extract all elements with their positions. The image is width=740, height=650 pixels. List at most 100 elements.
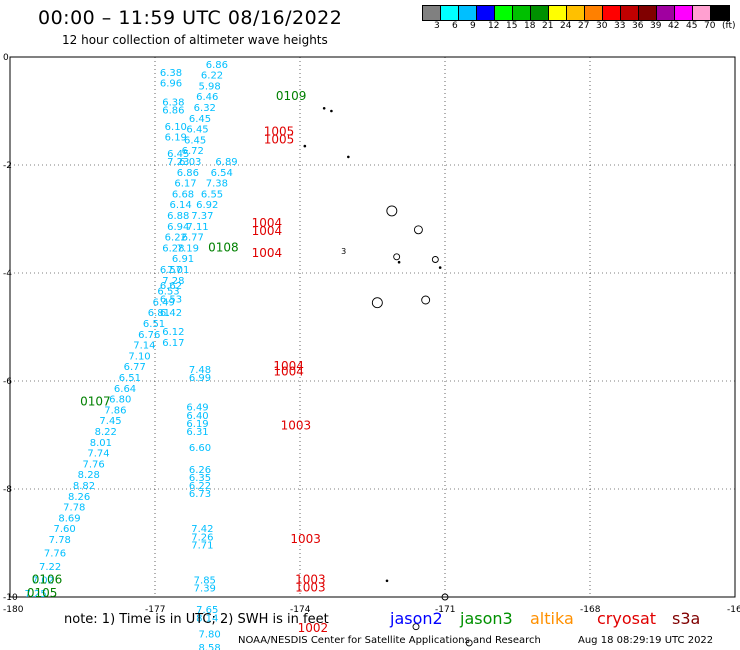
legend-swatch <box>657 6 675 20</box>
island-outline <box>431 256 439 263</box>
swh-label: 6.38 <box>160 68 182 79</box>
pass-time-label: 0109 <box>276 89 307 103</box>
swh-label: 6.46 <box>196 92 218 103</box>
island-outline <box>412 623 420 631</box>
swh-label: 7.85 <box>194 576 216 587</box>
legend-label: 18 <box>524 21 536 31</box>
footer-credit: NOAA/NESDIS Center for Satellite Applica… <box>238 635 541 646</box>
swh-label: 6.31 <box>186 427 208 438</box>
satellite-name: s3a <box>672 609 701 628</box>
pass-time-label: 1003 <box>290 532 321 546</box>
swh-label: 8.01 <box>90 438 112 449</box>
swh-label: 6.49 <box>186 403 208 414</box>
legend-label: 6 <box>452 21 458 31</box>
pass-time-label: 1004 <box>252 216 283 230</box>
swh-label: 7.11 <box>186 222 208 233</box>
swh-label: 6.45 <box>184 135 206 146</box>
swh-label: 6.76 <box>138 330 160 341</box>
pass-time-label: 0106 <box>32 573 63 587</box>
swh-label: 6.92 <box>196 200 218 211</box>
y-tick-label: -6 <box>3 377 12 387</box>
swh-label: 8.28 <box>78 470 100 481</box>
swh-label: 7.45 <box>99 416 121 427</box>
legend-label: 12 <box>488 21 500 31</box>
footer-timestamp: Aug 18 08:29:19 UTC 2022 <box>578 635 714 646</box>
legend-swatch <box>459 6 477 20</box>
swh-label: 6.73 <box>189 489 211 500</box>
map-title: 00:00 – 11:59 UTC 08/16/2022 <box>38 7 343 29</box>
swh-label: 7.26 <box>191 532 213 543</box>
pass-time-label: 1003 <box>295 581 326 595</box>
pass-time-label: 1004 <box>273 365 304 379</box>
swh-label: 6.45 <box>167 149 189 160</box>
swh-label: 7.22 <box>39 562 61 573</box>
swh-label: 6.53 <box>160 295 182 306</box>
swh-label: 7.37 <box>191 211 213 222</box>
swh-label: 6.10 <box>165 122 187 133</box>
legend-swatch <box>711 6 729 20</box>
swh-label: 8.69 <box>58 513 80 524</box>
swh-label: 6.60 <box>189 443 211 454</box>
swh-label: 6.62 <box>160 281 182 292</box>
pass-time-label: 1004 <box>273 359 304 373</box>
swh-label: 8.26 <box>68 492 90 503</box>
x-tick-label: -177 <box>145 605 165 615</box>
x-tick-label: -180 <box>3 605 24 615</box>
satellite-name: cryosat <box>597 609 657 628</box>
legend-swatch <box>585 6 603 20</box>
swh-label: 6.81 <box>148 308 170 319</box>
pass-time-label: 1003 <box>295 573 326 587</box>
legend-swatch <box>423 6 441 20</box>
legend-swatch <box>531 6 549 20</box>
island-outline <box>441 593 449 601</box>
swh-label: 8.22 <box>95 427 117 438</box>
pass-time-label: 1005 <box>264 124 295 138</box>
swh-label: 6.51 <box>119 373 141 384</box>
swh-label: 6.88 <box>167 211 189 222</box>
swh-label: 6.35 <box>189 473 211 484</box>
swh-label: 7.01 <box>167 265 189 276</box>
swh-label: 7.65 <box>196 605 218 616</box>
swh-label: 7.02 <box>32 576 54 587</box>
pass-time-label: 0108 <box>208 240 239 254</box>
swh-label: 6.17 <box>162 338 184 349</box>
island-outline <box>421 295 431 305</box>
swh-label: 6.22 <box>189 481 211 492</box>
swh-label: 8.14 <box>196 613 218 624</box>
swh-label: 7.42 <box>191 524 213 535</box>
island-dot <box>347 155 350 159</box>
swh-label: 6.19 <box>165 133 187 144</box>
y-tick-label: -2 <box>3 161 12 171</box>
pass-time-label: 1004 <box>252 224 283 238</box>
swh-label: 7.28 <box>162 276 184 287</box>
island-outline <box>393 253 401 261</box>
swh-label: 6.80 <box>109 395 131 406</box>
swh-label: 7.19 <box>177 243 199 254</box>
legend-label: (ft) <box>722 21 736 31</box>
swh-label: 6.28 <box>162 243 184 254</box>
swh-label: 5.98 <box>199 81 221 92</box>
swh-label: 6.19 <box>186 419 208 430</box>
swh-label: 6.94 <box>167 222 189 233</box>
legend-swatch <box>477 6 495 20</box>
island-dot <box>438 266 442 269</box>
swh-label: 6.91 <box>172 254 194 265</box>
swh-label: 6.03 <box>179 157 201 168</box>
satellite-name: jason2 <box>390 609 443 628</box>
legend-label: 70 <box>704 21 716 31</box>
swh-label: 7.10 <box>128 351 150 362</box>
legend-swatch <box>495 6 513 20</box>
swh-label: 7.86 <box>104 405 126 416</box>
swh-label: 6.86 <box>177 168 199 179</box>
swh-label: 6.26 <box>189 465 211 476</box>
legend-swatch <box>549 6 567 20</box>
swh-label: 6.38 <box>162 98 184 109</box>
x-tick-label: -168 <box>580 605 601 615</box>
y-tick-label: -8 <box>3 485 12 495</box>
satellite-name: jason3 <box>460 609 513 628</box>
swh-label: 7.38 <box>206 179 228 190</box>
legend-swatch <box>603 6 621 20</box>
swh-label: 6.22 <box>165 233 187 244</box>
pass-time-label: 1002 <box>298 621 329 635</box>
island-dot <box>322 107 326 110</box>
